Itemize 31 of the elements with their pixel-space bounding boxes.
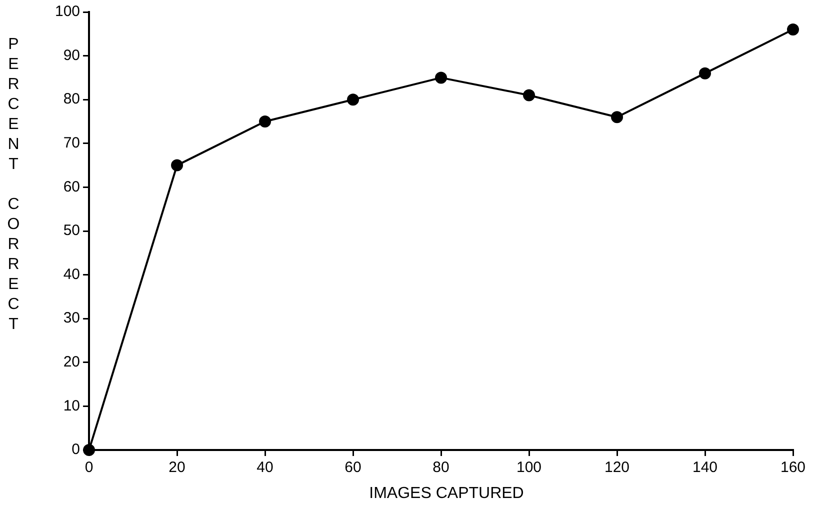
point xyxy=(347,94,360,106)
x-tick-label: 0 xyxy=(84,459,94,476)
x-tick-label: 20 xyxy=(168,459,186,476)
y-tick-label: 50 xyxy=(63,222,80,240)
point xyxy=(435,72,448,84)
x-tick-label: 160 xyxy=(780,459,806,476)
y-tick-label: 100 xyxy=(54,3,80,20)
y-tick-label: 20 xyxy=(63,354,80,371)
y-tick-label: 40 xyxy=(63,266,80,283)
point xyxy=(611,111,624,124)
y-tick-label: 30 xyxy=(63,310,80,327)
point xyxy=(699,67,712,80)
point xyxy=(787,24,799,36)
x-axis-title: IMAGES CAPTURED xyxy=(368,485,525,503)
x-tick-label: 100 xyxy=(516,459,542,476)
x-tick-label: 80 xyxy=(432,459,450,476)
y-tick-label: 70 xyxy=(63,134,80,152)
y-tick-label: 10 xyxy=(63,397,80,414)
x-tick-label: 60 xyxy=(344,459,362,476)
x-tick-label: 140 xyxy=(692,459,718,476)
y-tick-label: 0 xyxy=(72,441,80,458)
y-axis-title: PERCENT CORRECT xyxy=(4,36,22,336)
x-tick-label: 40 xyxy=(256,459,274,476)
y-tick-label: 90 xyxy=(63,46,80,64)
y-tick-label: 60 xyxy=(63,178,80,196)
x-tick-label: 120 xyxy=(604,459,630,476)
point xyxy=(523,89,536,102)
point xyxy=(171,159,184,172)
point xyxy=(83,444,96,456)
y-tick-label: 80 xyxy=(63,90,80,108)
point xyxy=(259,116,272,128)
